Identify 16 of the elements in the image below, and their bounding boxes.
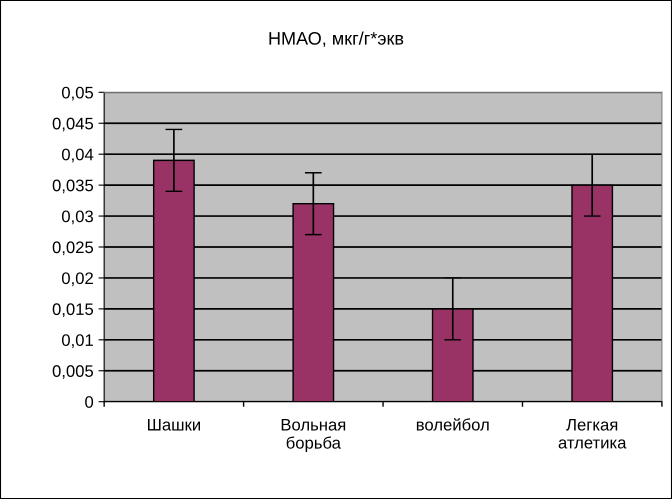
y-tick-label: 0,01: [62, 334, 93, 348]
y-tick-label: 0,02: [62, 272, 93, 286]
y-tick-label: 0,03: [62, 210, 94, 224]
x-tick-label: волейбол: [416, 418, 489, 431]
x-tick-label: Легкая атлетика: [558, 418, 626, 449]
y-tick-label: 0,045: [52, 118, 94, 132]
y-tick-label: 0,04: [62, 148, 94, 162]
y-tick-label: 0,005: [52, 365, 94, 379]
chart-title: НМАО, мкг/г*экв: [269, 32, 404, 47]
x-tick-label: Шашки: [148, 418, 200, 431]
y-tick-label: 0,015: [52, 303, 94, 318]
y-tick-label: 0,035: [52, 180, 94, 194]
x-tick-label: Вольная борьба: [282, 418, 346, 452]
y-tick-label: 0: [85, 396, 94, 408]
y-tick-label: 0,025: [52, 241, 94, 256]
y-tick-label: 0,05: [62, 86, 94, 100]
